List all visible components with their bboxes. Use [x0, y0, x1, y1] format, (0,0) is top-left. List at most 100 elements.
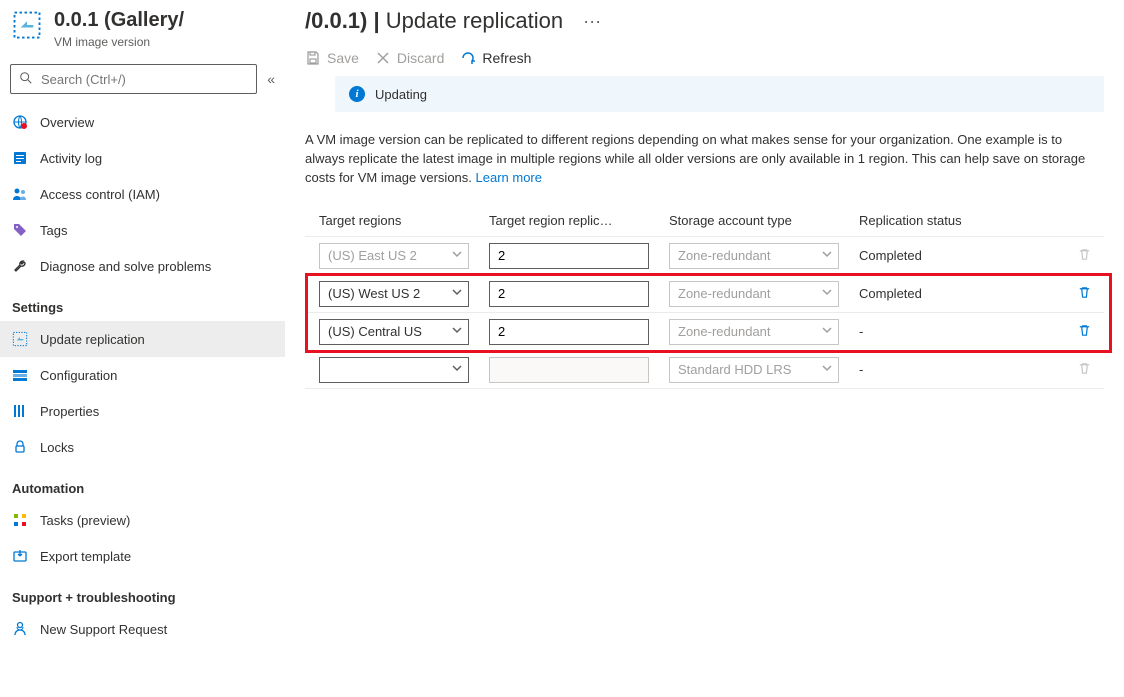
nav-new-support[interactable]: New Support Request — [0, 611, 285, 647]
nav-section-settings: Settings — [0, 284, 285, 321]
storage-type-select: Zone-redundant — [669, 319, 839, 345]
replication-status: Completed — [859, 248, 1064, 263]
toolbar: Save Discard Refresh — [305, 34, 1104, 76]
tag-icon — [12, 222, 28, 238]
config-icon — [12, 367, 28, 383]
save-label: Save — [327, 50, 359, 66]
chevron-down-icon — [822, 287, 832, 300]
more-actions-button[interactable]: ··· — [583, 11, 601, 32]
table-row: (US) Central USZone-redundant- — [305, 313, 1104, 351]
nav-label: New Support Request — [40, 622, 167, 637]
trash-icon — [1077, 288, 1092, 303]
info-text: Updating — [375, 87, 427, 102]
chevron-down-icon — [822, 249, 832, 262]
delete-row-button[interactable] — [1077, 326, 1092, 341]
search-icon — [19, 71, 33, 88]
refresh-button[interactable]: Refresh — [460, 50, 531, 66]
globe-icon — [12, 114, 28, 130]
page-title: /0.0.1) | Update replication — [305, 8, 563, 34]
nav-diagnose[interactable]: Diagnose and solve problems — [0, 248, 285, 284]
nav-properties[interactable]: Properties — [0, 393, 285, 429]
sidebar-header: 0.0.1 (Gallery/ VM image version — [0, 8, 285, 60]
nav-tasks[interactable]: Tasks (preview) — [0, 502, 285, 538]
nav-label: Tasks (preview) — [40, 513, 130, 528]
region-select: (US) East US 2 — [319, 243, 469, 269]
wrench-icon — [12, 258, 28, 274]
table-row: Standard HDD LRS- — [305, 351, 1104, 389]
export-icon — [12, 548, 28, 564]
refresh-label: Refresh — [482, 50, 531, 66]
nav-access-control[interactable]: Access control (IAM) — [0, 176, 285, 212]
chevron-down-icon — [452, 287, 462, 300]
main-pane: /0.0.1) | Update replication ··· Save Di… — [285, 0, 1124, 697]
resource-title: 0.0.1 (Gallery/ — [54, 8, 184, 32]
discard-button[interactable]: Discard — [375, 50, 444, 66]
replication-status: - — [859, 362, 1064, 377]
table-header: Target regions Target region replic… Sto… — [305, 205, 1104, 237]
col-target-regions: Target regions — [305, 213, 489, 228]
trash-icon — [1077, 364, 1092, 379]
nav-section-support: Support + troubleshooting — [0, 574, 285, 611]
region-select[interactable]: (US) West US 2 — [319, 281, 469, 307]
nav-label: Tags — [40, 223, 67, 238]
replication-status: Completed — [859, 286, 1064, 301]
replica-count-input[interactable] — [489, 319, 649, 345]
chevron-down-icon — [452, 363, 462, 376]
chevron-down-icon — [452, 249, 462, 262]
main-header: /0.0.1) | Update replication ··· — [305, 8, 1104, 34]
description-text: A VM image version can be replicated to … — [305, 130, 1104, 187]
nav-locks[interactable]: Locks — [0, 429, 285, 465]
nav-label: Update replication — [40, 332, 145, 347]
delete-row-button — [1077, 250, 1092, 265]
delete-row-button[interactable] — [1077, 288, 1092, 303]
sidebar-search[interactable] — [10, 64, 257, 94]
replication-icon — [12, 331, 28, 347]
nav-label: Overview — [40, 115, 94, 130]
nav-label: Activity log — [40, 151, 102, 166]
nav-label: Properties — [40, 404, 99, 419]
trash-icon — [1077, 326, 1092, 341]
nav-overview[interactable]: Overview — [0, 104, 285, 140]
replication-table: Target regions Target region replic… Sto… — [305, 205, 1104, 389]
col-storage-type: Storage account type — [669, 213, 859, 228]
col-replication-status: Replication status — [859, 213, 1064, 228]
save-button[interactable]: Save — [305, 50, 359, 66]
nav-activity-log[interactable]: Activity log — [0, 140, 285, 176]
storage-type-select: Zone-redundant — [669, 243, 839, 269]
sidebar: 0.0.1 (Gallery/ VM image version « Overv… — [0, 0, 285, 697]
discard-icon — [375, 50, 391, 66]
replica-count-input — [489, 357, 649, 383]
nav-tags[interactable]: Tags — [0, 212, 285, 248]
table-row: (US) East US 2 Zone-redundant Completed — [305, 237, 1104, 275]
col-target-count: Target region replic… — [489, 213, 669, 228]
collapse-sidebar-button[interactable]: « — [267, 71, 275, 87]
resource-icon — [10, 8, 44, 42]
table-row: (US) West US 2Zone-redundantCompleted — [305, 275, 1104, 313]
nav-update-replication[interactable]: Update replication — [0, 321, 285, 357]
trash-icon — [1077, 250, 1092, 265]
nav-configuration[interactable]: Configuration — [0, 357, 285, 393]
resource-subtitle: VM image version — [54, 34, 184, 50]
region-select[interactable] — [319, 357, 469, 383]
delete-row-button — [1077, 364, 1092, 379]
save-icon — [305, 50, 321, 66]
search-input[interactable] — [39, 71, 248, 88]
nav-label: Diagnose and solve problems — [40, 259, 211, 274]
learn-more-link[interactable]: Learn more — [476, 170, 542, 185]
region-select[interactable]: (US) Central US — [319, 319, 469, 345]
chevron-down-icon — [822, 363, 832, 376]
log-icon — [12, 150, 28, 166]
refresh-icon — [460, 50, 476, 66]
chevron-down-icon — [452, 325, 462, 338]
nav-export-template[interactable]: Export template — [0, 538, 285, 574]
discard-label: Discard — [397, 50, 444, 66]
nav-label: Configuration — [40, 368, 117, 383]
nav-label: Export template — [40, 549, 131, 564]
chevron-down-icon — [822, 325, 832, 338]
nav-section-automation: Automation — [0, 465, 285, 502]
info-icon: i — [349, 86, 365, 102]
replica-count-input[interactable] — [489, 281, 649, 307]
support-icon — [12, 621, 28, 637]
replica-count-input[interactable] — [489, 243, 649, 269]
nav-label: Locks — [40, 440, 74, 455]
